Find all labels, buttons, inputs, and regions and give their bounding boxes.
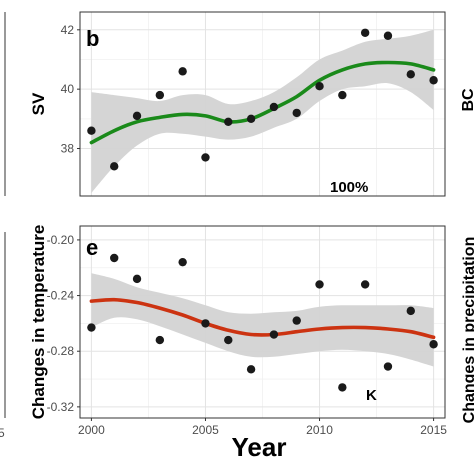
trend-line [89,297,436,340]
panel-e-points [87,253,438,392]
data-point [178,257,187,267]
panel-e-letter: e [86,235,98,260]
data-point [292,316,301,325]
left-panel-tick-fragment: 5 [0,426,5,440]
data-point [360,28,370,37]
data-point [201,153,210,162]
data-point [87,126,96,135]
data-point [155,90,165,100]
panel-b-frame [79,11,446,197]
data-point [269,102,279,112]
x-tick-label: 2000 [78,423,105,437]
panel-b-points [87,28,438,171]
y-tick-label: -0.24 [47,289,75,303]
data-point [110,162,119,171]
data-point [406,306,415,316]
panel-e-confidence-band [91,273,434,367]
data-point [292,108,301,118]
confidence-band [91,29,434,193]
data-point [201,319,210,328]
data-point [110,253,119,263]
data-point [132,111,142,121]
y-tick-label: 42 [61,23,75,37]
panel-e-y-ticks: -0.32 -0.28 -0.24 -0.20 [47,233,80,414]
panel-e-annotation: K [366,387,377,404]
data-point [132,274,142,284]
panel-e-frame [79,225,446,419]
data-point [315,280,324,289]
data-point [383,362,393,371]
data-point [87,323,96,332]
right-panel-ylabel-fragment-bottom: Changes in precipitation [461,237,474,424]
data-point [315,81,324,91]
data-point [224,117,233,127]
x-axis-title: Year [232,432,287,462]
data-point [155,335,165,345]
panel-b: 38 40 42 b 100% SV [29,11,446,197]
confidence-band [91,273,434,367]
data-point [178,67,187,76]
data-point [246,365,256,374]
x-tick-label: 2010 [306,423,333,437]
panel-b-y-ticks: 38 40 42 [61,23,80,156]
data-point [406,70,415,79]
y-tick-label: -0.28 [47,344,75,358]
y-tick-label: -0.20 [47,233,75,247]
y-tick-label: 40 [61,82,75,96]
data-point [224,335,233,345]
panel-e: -0.32-0.28-0.24-0.20 2000 2005 2010 2015 e … [29,225,447,437]
panel-b-annotation: 100% [330,179,368,196]
data-point [383,31,393,40]
panel-b-trend-line [89,60,436,145]
panel-b-y-axis-title: SV [29,92,48,115]
panel-e-y-axis-title: Changes in temperature [29,225,48,420]
y-tick-label: -0.32 [47,400,75,414]
panel-b-letter: b [86,26,99,51]
panel-e-trend-line [89,297,436,340]
panel-e-x-ticks: 2000 2005 2010 2015 [78,418,447,437]
panel-b-confidence-band [91,29,434,193]
data-point [360,280,370,289]
y-tick-label: 38 [61,142,75,156]
data-point [429,340,438,349]
trend-line [89,60,436,145]
data-point [338,383,347,392]
data-point [338,90,347,100]
x-tick-label: 2005 [192,423,219,437]
data-point [429,76,438,85]
right-panel-ylabel-fragment-top: BC [460,88,474,112]
data-point [246,114,256,124]
x-tick-label: 2015 [420,423,447,437]
data-point [269,330,279,339]
